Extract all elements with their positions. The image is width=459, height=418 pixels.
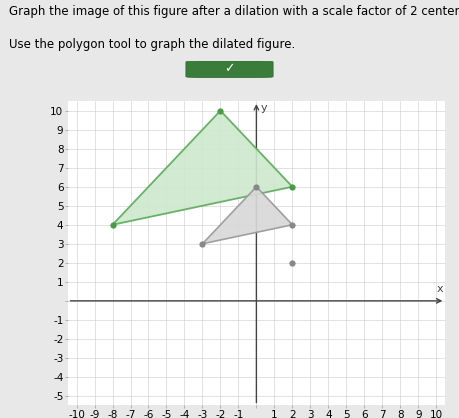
Text: ✓: ✓ — [224, 63, 235, 76]
Polygon shape — [202, 187, 292, 244]
Polygon shape — [112, 111, 292, 225]
Text: y: y — [261, 103, 268, 113]
FancyBboxPatch shape — [186, 61, 273, 78]
Text: Use the polygon tool to graph the dilated figure.: Use the polygon tool to graph the dilate… — [9, 38, 296, 51]
Text: x: x — [437, 284, 443, 294]
Text: Graph the image of this figure after a dilation with a scale factor of 2 centere: Graph the image of this figure after a d… — [9, 5, 459, 18]
